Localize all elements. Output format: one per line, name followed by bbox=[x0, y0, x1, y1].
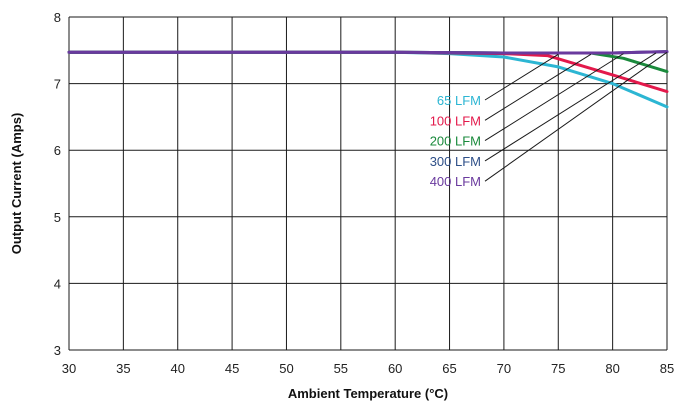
legend-leader-line bbox=[484, 53, 592, 121]
legend: 65 LFM 100 LFM 200 LFM 300 LFM 400 LFM bbox=[430, 51, 668, 189]
x-tick-label: 30 bbox=[62, 361, 76, 376]
y-tick-label: 6 bbox=[54, 143, 61, 158]
x-tick-label: 70 bbox=[497, 361, 511, 376]
y-tick-label: 3 bbox=[54, 343, 61, 358]
y-axis-ticks: 3 4 5 6 7 8 bbox=[54, 10, 61, 358]
legend-leader-line bbox=[484, 53, 559, 101]
y-tick-label: 7 bbox=[54, 77, 61, 92]
x-tick-label: 75 bbox=[551, 361, 565, 376]
grid bbox=[68, 16, 668, 351]
x-tick-label: 60 bbox=[388, 361, 402, 376]
x-tick-label: 55 bbox=[334, 361, 348, 376]
legend-leader-line bbox=[484, 52, 657, 162]
legend-label: 300 LFM bbox=[430, 154, 481, 169]
y-tick-label: 8 bbox=[54, 10, 61, 25]
series-line-400-lfm bbox=[67, 50, 669, 55]
y-axis-label: Output Current (Amps) bbox=[9, 113, 24, 255]
x-axis-label: Ambient Temperature (°C) bbox=[288, 386, 448, 401]
x-tick-label: 35 bbox=[116, 361, 130, 376]
legend-label: 100 LFM bbox=[430, 113, 481, 128]
series-lines bbox=[67, 50, 669, 109]
series-line-200-lfm bbox=[67, 50, 669, 74]
x-tick-label: 50 bbox=[279, 361, 293, 376]
y-tick-label: 4 bbox=[54, 276, 61, 291]
x-tick-label: 65 bbox=[442, 361, 456, 376]
x-tick-label: 80 bbox=[605, 361, 619, 376]
legend-label: 400 LFM bbox=[430, 174, 481, 189]
x-tick-label: 45 bbox=[225, 361, 239, 376]
x-tick-label: 40 bbox=[170, 361, 184, 376]
x-tick-label: 85 bbox=[660, 361, 674, 376]
legend-label: 200 LFM bbox=[430, 134, 481, 149]
legend-leader-line bbox=[484, 51, 668, 182]
series-line-65-lfm bbox=[67, 50, 669, 109]
y-tick-label: 5 bbox=[54, 210, 61, 225]
x-axis-ticks: 30 35 40 45 50 55 60 65 70 75 80 85 bbox=[62, 361, 674, 376]
legend-label: 65 LFM bbox=[437, 93, 481, 108]
legend-leader-line bbox=[484, 53, 624, 142]
